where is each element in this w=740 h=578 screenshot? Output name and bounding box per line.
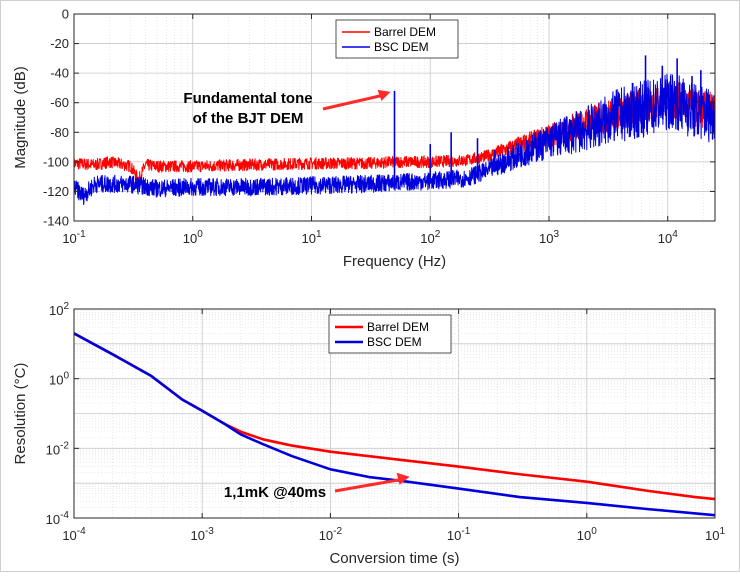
y-tick-label: -60 bbox=[50, 95, 69, 110]
annotation: 1,1mK @40ms bbox=[224, 472, 410, 501]
x-tick-label-exp: 2 bbox=[435, 229, 441, 240]
x-tick-label-base: 10 bbox=[62, 231, 76, 246]
x-tick-label: 100 bbox=[577, 526, 597, 543]
x-tick-label-base: 10 bbox=[191, 528, 205, 543]
x-tick-label: 10-2 bbox=[319, 526, 343, 543]
y-tick-label: -140 bbox=[43, 214, 69, 229]
x-tick-label-base: 10 bbox=[447, 528, 461, 543]
x-tick-label-exp: -4 bbox=[77, 526, 86, 537]
x-tick-label: 104 bbox=[658, 229, 678, 246]
y-tick-label: 102 bbox=[49, 301, 69, 318]
y-tick-label-base: 10 bbox=[49, 373, 63, 388]
x-tick-label-base: 10 bbox=[658, 231, 672, 246]
chart-2: 10-4 10-3 10-2 10-1 100 10110-410-2100102Conv… bbox=[12, 301, 725, 567]
axes-box bbox=[73, 13, 716, 222]
annotation-arrow-head bbox=[396, 472, 410, 485]
x-tick-label-exp: 1 bbox=[316, 229, 322, 240]
x-tick-label: 101 bbox=[705, 526, 725, 543]
x-tick-label-base: 10 bbox=[319, 528, 333, 543]
y-tick-label: -40 bbox=[50, 66, 69, 81]
chart-1: 10-1 100 101 102 103 1040-20-40-60-80-100-120… bbox=[12, 7, 716, 270]
legend-label-1: Barrel DEM bbox=[374, 25, 436, 39]
y-tick-label: 10-2 bbox=[46, 440, 70, 457]
y-tick-label: -100 bbox=[43, 154, 69, 169]
y-tick-label: 100 bbox=[49, 371, 69, 388]
x-tick-label-exp: 4 bbox=[672, 229, 678, 240]
x-tick-label-base: 10 bbox=[183, 231, 197, 246]
series-group bbox=[74, 55, 715, 205]
x-tick-label-base: 10 bbox=[705, 528, 719, 543]
x-tick-label: 101 bbox=[301, 229, 321, 246]
y-tick-label-base: 10 bbox=[46, 442, 60, 457]
legend-label-2: BSC DEM bbox=[367, 335, 422, 349]
x-tick-label-exp: -3 bbox=[205, 526, 214, 537]
y-tick-label: -80 bbox=[50, 125, 69, 140]
y-axis-label: Magnitude (dB) bbox=[12, 66, 29, 169]
legend-label-1: Barrel DEM bbox=[367, 320, 429, 334]
grid bbox=[73, 309, 716, 519]
x-axis-label: Frequency (Hz) bbox=[343, 253, 446, 270]
legend-box bbox=[335, 19, 459, 59]
annotation-line-1: 1,1mK @40ms bbox=[224, 484, 326, 501]
x-tick-label: 10-1 bbox=[447, 526, 471, 543]
legend-label-2: BSC DEM bbox=[374, 40, 429, 54]
y-tick-label-exp: -2 bbox=[60, 440, 69, 451]
y-tick-label: -120 bbox=[43, 184, 69, 199]
x-tick-label: 100 bbox=[183, 229, 203, 246]
x-tick-label-exp: -1 bbox=[461, 526, 470, 537]
y-tick-label-exp: -4 bbox=[60, 510, 69, 521]
y-tick-label-exp: 0 bbox=[63, 371, 69, 382]
x-tick-label-base: 10 bbox=[539, 231, 553, 246]
y-tick-label-exp: 2 bbox=[63, 301, 69, 312]
axes-box bbox=[73, 308, 716, 519]
y-axis-label: Resolution (°C) bbox=[12, 363, 29, 465]
y-tick-label-base: 10 bbox=[49, 303, 63, 318]
x-tick-label-exp: 0 bbox=[591, 526, 597, 537]
x-tick-label-exp: 0 bbox=[197, 229, 203, 240]
x-tick-label: 10-1 bbox=[62, 229, 86, 246]
x-tick-label: 10-4 bbox=[62, 526, 86, 543]
x-tick-label-base: 10 bbox=[62, 528, 76, 543]
y-tick-label: 0 bbox=[62, 7, 69, 22]
annotation-arrow-shaft bbox=[322, 93, 385, 111]
x-tick-label-exp: -1 bbox=[77, 229, 86, 240]
x-tick-label: 103 bbox=[539, 229, 559, 246]
y-tick-label: 10-4 bbox=[46, 510, 70, 527]
annotation-line-2: of the BJT DEM bbox=[193, 110, 304, 127]
x-tick-label-exp: 3 bbox=[553, 229, 559, 240]
annotation-arrow-shaft bbox=[334, 478, 400, 493]
legend-box bbox=[328, 314, 452, 354]
annotation-arrow-head bbox=[377, 89, 391, 101]
series-group bbox=[74, 332, 715, 517]
x-tick-label-exp: -2 bbox=[333, 526, 342, 537]
x-tick-label-base: 10 bbox=[301, 231, 315, 246]
series-line-2 bbox=[74, 332, 715, 517]
x-tick-label-base: 10 bbox=[577, 528, 591, 543]
x-tick-label: 102 bbox=[420, 229, 440, 246]
y-tick-label-base: 10 bbox=[46, 512, 60, 527]
x-tick-label: 10-3 bbox=[191, 526, 215, 543]
x-tick-label-base: 10 bbox=[420, 231, 434, 246]
x-axis-label: Conversion time (s) bbox=[329, 550, 459, 567]
x-tick-label-exp: 1 bbox=[719, 526, 725, 537]
y-tick-label: -20 bbox=[50, 36, 69, 51]
annotation-line-1: Fundamental tone bbox=[183, 90, 312, 107]
annotation: Fundamental tone of the BJT DEM bbox=[183, 89, 391, 127]
